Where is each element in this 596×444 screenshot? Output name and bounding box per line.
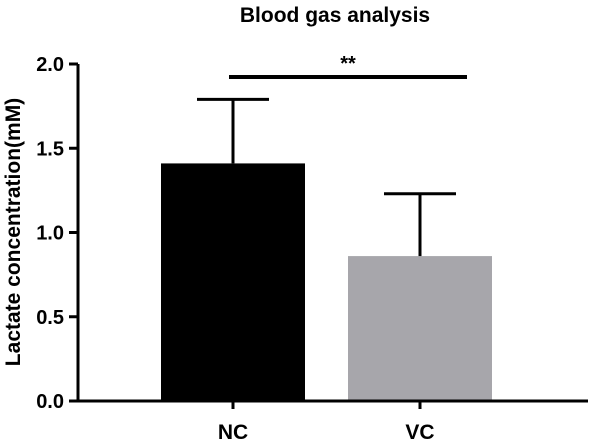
y-axis-label: Lactate concentration(mM) (2, 98, 25, 366)
x-tick-label-vc: VC (405, 421, 434, 444)
x-ticks: NC VC (218, 401, 435, 444)
significance-label: ** (340, 53, 356, 75)
y-tick-label: 1.5 (36, 138, 64, 160)
y-tick-label: 1.0 (36, 223, 64, 245)
bar-nc (161, 163, 305, 401)
y-tick-label: 0.5 (36, 307, 64, 329)
y-tick-label: 2.0 (36, 54, 64, 76)
y-ticks: 0.0 0.5 1.0 1.5 2.0 (36, 54, 78, 413)
y-tick-label: 0.0 (36, 391, 64, 413)
x-tick-label-nc: NC (218, 421, 248, 444)
bar-vc (348, 256, 492, 401)
error-bars-layer (197, 97, 456, 257)
chart-title: Blood gas analysis (240, 4, 430, 27)
significance-annotation: ** (229, 53, 467, 79)
bars-layer (161, 163, 492, 401)
